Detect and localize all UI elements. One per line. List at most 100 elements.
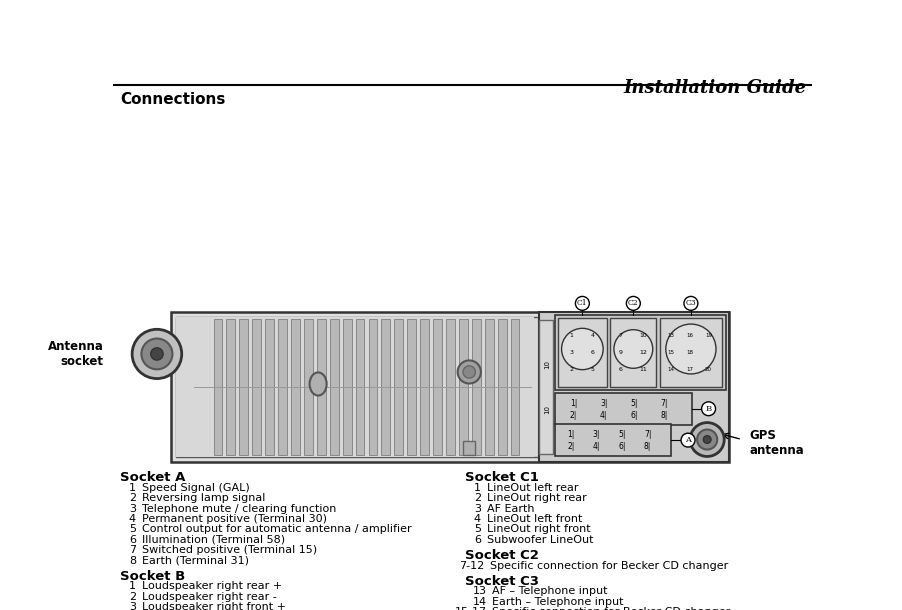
Circle shape — [702, 402, 715, 415]
Text: Earth (Terminal 31): Earth (Terminal 31) — [143, 556, 249, 565]
Text: 2: 2 — [474, 493, 481, 503]
Text: AF Earth: AF Earth — [487, 504, 535, 514]
Text: Speed Signal (GAL): Speed Signal (GAL) — [143, 483, 250, 493]
Circle shape — [132, 329, 181, 379]
Text: 1: 1 — [474, 483, 481, 493]
Text: 4|: 4| — [600, 411, 608, 420]
Text: Installation Guide: Installation Guide — [623, 79, 806, 96]
Text: 12: 12 — [640, 350, 648, 355]
Bar — [226, 319, 235, 455]
Circle shape — [681, 433, 695, 447]
Text: 2|: 2| — [567, 442, 575, 451]
Text: 14: 14 — [473, 597, 487, 607]
Bar — [420, 319, 429, 455]
Text: Control output for automatic antenna / amplifier: Control output for automatic antenna / a… — [143, 525, 412, 534]
Text: 17: 17 — [686, 367, 693, 372]
Text: 3|: 3| — [593, 430, 600, 439]
Circle shape — [690, 423, 724, 456]
Text: 7: 7 — [619, 332, 622, 338]
Text: 2: 2 — [569, 367, 574, 372]
Text: 4|: 4| — [593, 442, 600, 451]
Text: Socket B: Socket B — [121, 570, 186, 583]
Text: GPS
antenna: GPS antenna — [750, 429, 805, 458]
Bar — [555, 315, 726, 390]
Text: 14: 14 — [667, 367, 675, 372]
Text: 5: 5 — [474, 525, 481, 534]
Text: 8|: 8| — [660, 411, 667, 420]
Bar — [239, 319, 248, 455]
Ellipse shape — [309, 373, 327, 395]
Bar — [382, 319, 391, 455]
Circle shape — [684, 296, 698, 310]
Text: 18: 18 — [686, 350, 693, 355]
Text: Socket C3: Socket C3 — [465, 575, 539, 588]
Bar — [343, 319, 352, 455]
Text: Switched positive (Terminal 15): Switched positive (Terminal 15) — [143, 545, 318, 555]
Text: Subwoofer LineOut: Subwoofer LineOut — [487, 535, 594, 545]
Text: 3: 3 — [569, 350, 574, 355]
Text: LineOut right front: LineOut right front — [487, 525, 591, 534]
Text: LineOut left front: LineOut left front — [487, 514, 583, 524]
Bar — [317, 319, 326, 455]
Text: 6: 6 — [129, 535, 136, 545]
Text: 1: 1 — [129, 483, 136, 493]
Text: 8|: 8| — [644, 442, 651, 451]
Text: 2|: 2| — [570, 411, 577, 420]
Text: 8: 8 — [129, 556, 136, 565]
Bar — [176, 317, 724, 458]
Text: 6|: 6| — [630, 411, 638, 420]
Text: 3|: 3| — [600, 398, 608, 407]
Circle shape — [704, 436, 711, 443]
Text: Reversing lamp signal: Reversing lamp signal — [143, 493, 265, 503]
Text: Earth – Telephone input: Earth – Telephone input — [492, 597, 624, 607]
Text: 1: 1 — [129, 581, 136, 592]
Bar — [253, 319, 261, 455]
Bar — [611, 318, 657, 387]
Circle shape — [142, 339, 172, 369]
Circle shape — [575, 296, 589, 310]
Bar — [355, 319, 364, 455]
Text: 3: 3 — [129, 602, 136, 610]
Text: 7|: 7| — [660, 398, 667, 407]
Bar — [278, 319, 287, 455]
Circle shape — [151, 348, 163, 360]
Text: 16: 16 — [686, 332, 693, 338]
Text: Permanent positive (Terminal 30): Permanent positive (Terminal 30) — [143, 514, 327, 524]
Text: 15: 15 — [667, 350, 675, 355]
Circle shape — [626, 296, 640, 310]
Text: Connections: Connections — [121, 93, 226, 107]
Text: 2: 2 — [129, 592, 136, 602]
Bar — [555, 393, 692, 425]
Bar — [463, 441, 475, 455]
Text: 4: 4 — [590, 332, 594, 338]
Text: 5: 5 — [129, 525, 136, 534]
Bar — [214, 319, 223, 455]
Text: 19: 19 — [705, 332, 712, 338]
Text: 5|: 5| — [630, 398, 638, 407]
Bar — [330, 319, 338, 455]
Text: 10: 10 — [544, 405, 549, 414]
Text: Loudspeaker right rear +: Loudspeaker right rear + — [143, 581, 282, 592]
Text: 6: 6 — [619, 367, 622, 372]
Circle shape — [457, 361, 481, 384]
Text: Loudspeaker right front +: Loudspeaker right front + — [143, 602, 286, 610]
Text: 6: 6 — [474, 535, 481, 545]
Text: Specific connection for Becker CD changer: Specific connection for Becker CD change… — [492, 607, 731, 610]
Text: 15-17: 15-17 — [455, 607, 487, 610]
Text: A: A — [685, 436, 691, 444]
Text: 4: 4 — [129, 514, 136, 524]
Text: 7-12: 7-12 — [459, 561, 484, 570]
Text: 9: 9 — [619, 350, 622, 355]
Bar — [176, 317, 534, 458]
Text: 13: 13 — [473, 586, 487, 597]
Text: 3: 3 — [129, 504, 136, 514]
Bar — [407, 319, 416, 455]
Bar — [433, 319, 442, 455]
Text: 1|: 1| — [570, 398, 577, 407]
Text: Antenna
socket: Antenna socket — [48, 340, 104, 368]
Text: Telephone mute / clearing function: Telephone mute / clearing function — [143, 504, 336, 514]
Text: 11: 11 — [640, 367, 648, 372]
Text: 5|: 5| — [618, 430, 626, 439]
Bar — [557, 318, 607, 387]
Text: 13: 13 — [667, 332, 675, 338]
